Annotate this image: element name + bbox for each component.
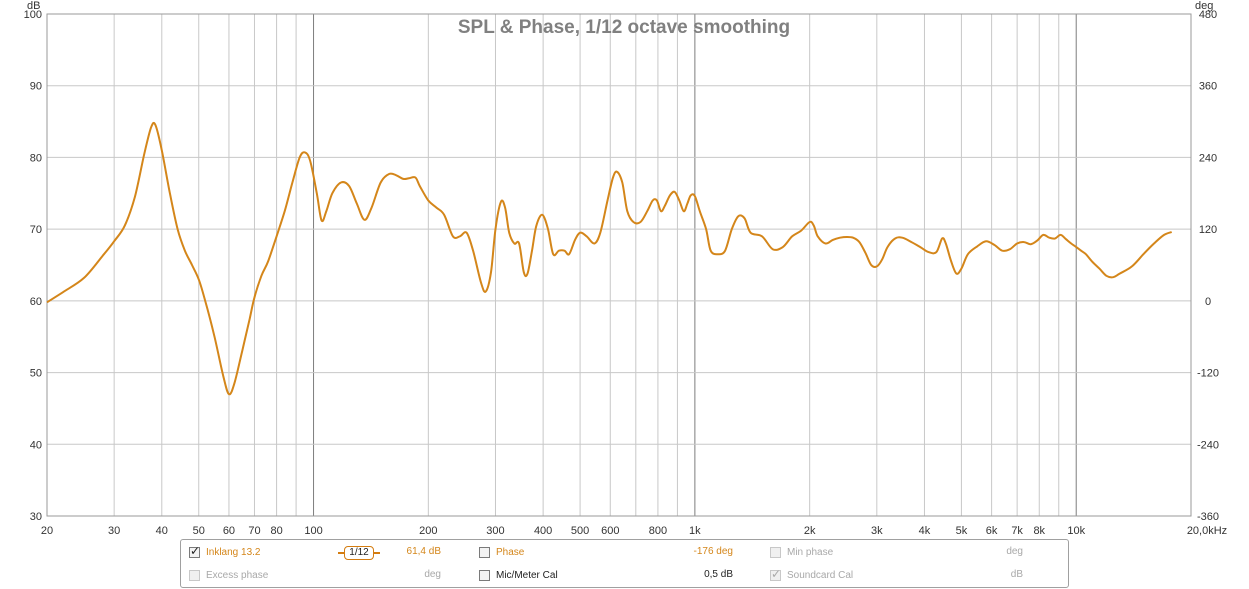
x-axis-tick-labels: 20 30 40 50 60 70 80 100 200 300 400 500 600 800 1k 2k 3… xyxy=(41,525,1227,537)
spl-trace-toggle[interactable]: Inklang 13.2 xyxy=(189,545,261,559)
x-tick-label: 70 xyxy=(248,525,260,537)
minphase-label: Min phase xyxy=(787,546,834,558)
spl-trace-name: Inklang 13.2 xyxy=(206,546,261,558)
excess-phase-label: Excess phase xyxy=(206,569,269,581)
y2-tick-label: -360 xyxy=(1197,511,1219,523)
series-layer xyxy=(46,121,1173,396)
y-tick-label: 60 xyxy=(30,296,42,308)
soundcard-cal-value: dB xyxy=(1010,569,1023,580)
y2-tick-label: 120 xyxy=(1199,224,1217,236)
y2-tick-label: -120 xyxy=(1197,368,1219,380)
spl-series-line xyxy=(46,121,1173,396)
chart-grid xyxy=(46,13,1192,517)
y2-axis-unit-label: deg xyxy=(1195,0,1213,12)
minphase-checkbox[interactable] xyxy=(770,546,781,558)
y2-tick-label: 360 xyxy=(1199,81,1217,93)
x-tick-label: 3k xyxy=(871,525,883,537)
y-axis-tick-labels: 30 40 50 60 70 80 90 100 xyxy=(24,9,42,523)
spl-checkbox[interactable] xyxy=(189,546,200,558)
x-tick-label: 300 xyxy=(486,525,504,537)
plot-border xyxy=(46,13,1192,517)
x-tick-label: 100 xyxy=(304,525,322,537)
spl-phase-chart: 20 30 40 50 60 70 80 100 200 300 400 500 600 800 1k 2k 3… xyxy=(24,0,1228,537)
y2-tick-label: 480 xyxy=(1199,9,1217,21)
y-tick-label: 70 xyxy=(30,224,42,236)
plot-frame xyxy=(46,13,1192,517)
x-tick-label: 5k xyxy=(956,525,968,537)
mic-meter-cal-value: 0,5 dB xyxy=(704,569,733,580)
y-tick-label: 90 xyxy=(30,81,42,93)
x-tick-label: 1k xyxy=(689,525,701,537)
legend-panel: Inklang 13.2 1/12 61,4 dB Phase -176 deg… xyxy=(180,539,1069,588)
x-tick-label: 7k xyxy=(1011,525,1023,537)
x-tick-label: 8k xyxy=(1033,525,1045,537)
mic-meter-cal-label: Mic/Meter Cal xyxy=(496,569,558,581)
x-tick-label: 20,0kHz xyxy=(1187,525,1227,537)
mic-meter-cal-checkbox[interactable] xyxy=(479,569,490,581)
phase-trace-toggle[interactable]: Phase xyxy=(479,545,524,559)
excess-phase-checkbox[interactable] xyxy=(189,569,200,581)
minphase-trace-toggle[interactable]: Min phase xyxy=(770,545,833,559)
x-tick-label: 6k xyxy=(986,525,998,537)
y-tick-label: 40 xyxy=(30,439,42,451)
y2-tick-label: 0 xyxy=(1205,296,1211,308)
smoothing-line-right xyxy=(373,552,380,554)
soundcard-cal-toggle[interactable]: Soundcard Cal xyxy=(770,568,853,582)
x-tick-label: 10k xyxy=(1067,525,1085,537)
y-axis-unit-label: dB xyxy=(27,0,40,12)
mic-meter-cal-toggle[interactable]: Mic/Meter Cal xyxy=(479,568,558,582)
x-tick-label: 40 xyxy=(156,525,168,537)
x-tick-label: 400 xyxy=(534,525,552,537)
excess-phase-value: deg xyxy=(424,569,441,580)
x-tick-label: 4k xyxy=(919,525,931,537)
x-tick-label: 20 xyxy=(41,525,53,537)
x-tick-label: 80 xyxy=(270,525,282,537)
x-tick-label: 60 xyxy=(223,525,235,537)
y2-tick-label: -240 xyxy=(1197,439,1219,451)
soundcard-cal-checkbox[interactable] xyxy=(770,569,781,581)
x-tick-label: 200 xyxy=(419,525,437,537)
phase-value: -176 deg xyxy=(693,546,733,557)
spl-value: 61,4 dB xyxy=(406,546,441,557)
minphase-value: deg xyxy=(1006,546,1023,557)
x-tick-label: 30 xyxy=(108,525,120,537)
smoothing-line-left xyxy=(338,552,345,554)
phase-checkbox[interactable] xyxy=(479,546,490,558)
phase-label: Phase xyxy=(496,546,525,558)
y-tick-label: 100 xyxy=(24,9,42,21)
x-tick-label: 50 xyxy=(193,525,205,537)
x-tick-label: 800 xyxy=(649,525,667,537)
x-tick-label: 600 xyxy=(601,525,619,537)
excess-phase-toggle[interactable]: Excess phase xyxy=(189,568,268,582)
y-tick-label: 30 xyxy=(30,511,42,523)
smoothing-label: 1/12 xyxy=(349,547,369,558)
x-tick-label: 500 xyxy=(571,525,589,537)
y-tick-label: 50 xyxy=(30,368,42,380)
soundcard-cal-label: Soundcard Cal xyxy=(787,569,854,581)
y2-tick-label: 240 xyxy=(1199,152,1217,164)
x-tick-label: 2k xyxy=(804,525,816,537)
y-tick-label: 80 xyxy=(30,152,42,164)
y2-axis-tick-labels: -360 -240 -120 0 120 240 360 480 xyxy=(1197,9,1219,523)
chart-title: SPL & Phase, 1/12 octave smoothing xyxy=(458,17,790,38)
smoothing-icon[interactable]: 1/12 xyxy=(344,546,374,560)
